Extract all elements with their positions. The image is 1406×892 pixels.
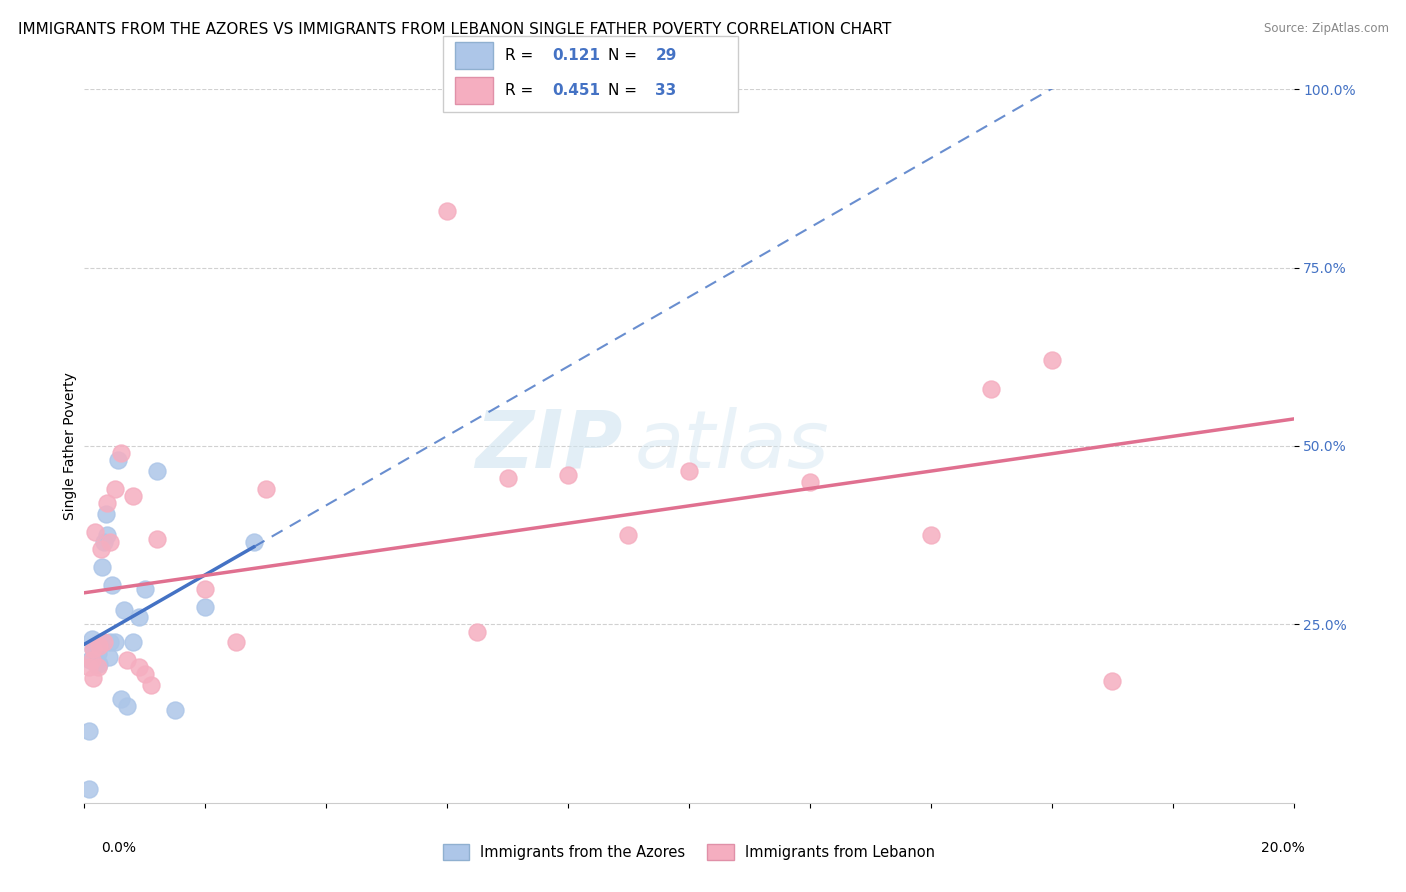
Point	[77, 724, 100, 739]
Point	[799, 475, 821, 489]
FancyBboxPatch shape	[454, 77, 494, 104]
Point	[82, 642, 104, 657]
Point	[128, 610, 150, 624]
Point	[90, 542, 112, 557]
Point	[89, 657, 111, 671]
Point	[86, 660, 108, 674]
Text: IMMIGRANTS FROM THE AZORES VS IMMIGRANTS FROM LEBANON SINGLE FATHER POVERTY CORR: IMMIGRANTS FROM THE AZORES VS IMMIGRANTS…	[18, 22, 891, 37]
Point	[93, 635, 115, 649]
Text: 29: 29	[655, 48, 676, 63]
Point	[84, 639, 107, 653]
Point	[242, 535, 264, 549]
Point	[1040, 353, 1063, 368]
Y-axis label: Single Father Poverty: Single Father Poverty	[63, 372, 77, 520]
Point	[980, 382, 1002, 396]
Point	[82, 671, 104, 685]
Text: N =: N =	[609, 83, 643, 98]
Point	[134, 582, 156, 596]
Point	[112, 603, 135, 617]
Point	[467, 624, 489, 639]
Point	[115, 699, 138, 714]
Text: ZIP: ZIP	[475, 407, 623, 485]
FancyBboxPatch shape	[443, 36, 738, 112]
Text: R =: R =	[505, 48, 538, 63]
Point	[107, 453, 129, 467]
Point	[80, 632, 103, 646]
Point	[77, 660, 100, 674]
Text: 20.0%: 20.0%	[1261, 841, 1305, 855]
Point	[496, 471, 519, 485]
Point	[97, 649, 120, 664]
Point	[77, 781, 100, 796]
Point	[146, 464, 169, 478]
Text: 0.0%: 0.0%	[101, 841, 136, 855]
Point	[96, 496, 118, 510]
Point	[617, 528, 640, 542]
Point	[98, 535, 121, 549]
Point	[94, 507, 117, 521]
Point	[194, 599, 217, 614]
Point	[920, 528, 942, 542]
Text: 0.121: 0.121	[553, 48, 600, 63]
Point	[79, 653, 101, 667]
Point	[165, 703, 187, 717]
Legend: Immigrants from the Azores, Immigrants from Lebanon: Immigrants from the Azores, Immigrants f…	[436, 837, 942, 867]
Point	[121, 635, 143, 649]
Point	[93, 535, 115, 549]
Point	[84, 524, 107, 539]
Point	[90, 635, 112, 649]
Point	[86, 646, 108, 660]
Point	[104, 482, 127, 496]
Point	[139, 678, 162, 692]
Point	[134, 667, 156, 681]
Point	[678, 464, 700, 478]
Point	[89, 639, 111, 653]
Point	[91, 560, 114, 574]
Text: atlas: atlas	[634, 407, 830, 485]
Text: N =: N =	[609, 48, 643, 63]
Point	[254, 482, 277, 496]
Point	[100, 578, 122, 592]
Point	[436, 203, 458, 218]
Point	[98, 635, 121, 649]
Point	[128, 660, 150, 674]
Point	[96, 528, 118, 542]
Point	[146, 532, 169, 546]
Text: 0.451: 0.451	[553, 83, 600, 98]
Point	[194, 582, 217, 596]
Point	[115, 653, 138, 667]
Point	[80, 653, 103, 667]
Point	[86, 657, 108, 671]
Point	[557, 467, 579, 482]
Text: R =: R =	[505, 83, 538, 98]
Text: Source: ZipAtlas.com: Source: ZipAtlas.com	[1264, 22, 1389, 36]
Point	[104, 635, 127, 649]
Point	[110, 692, 132, 706]
Text: 33: 33	[655, 83, 676, 98]
Point	[82, 642, 104, 657]
Point	[225, 635, 247, 649]
Point	[121, 489, 143, 503]
FancyBboxPatch shape	[454, 42, 494, 69]
Point	[1101, 674, 1123, 689]
Point	[110, 446, 132, 460]
